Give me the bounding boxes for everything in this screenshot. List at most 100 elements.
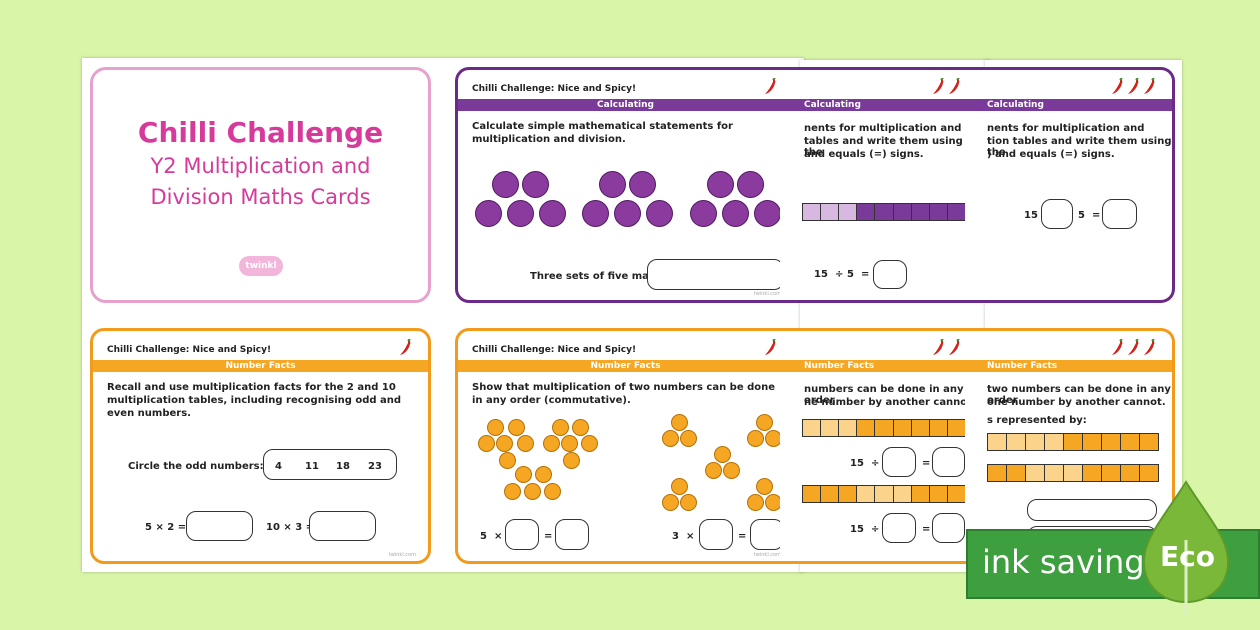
dot [508,419,525,436]
ink-saving-label: ink saving [982,543,1145,581]
chilli-icon [400,339,411,355]
answer-box[interactable] [309,511,376,541]
leaf-icon [1142,480,1230,615]
answer-box[interactable] [647,259,784,290]
dot [581,435,598,452]
cover-subtitle-line1: Y2 Multiplication and [150,154,371,178]
desc-line: one number by another cannot. [987,397,1166,408]
dot [662,494,679,511]
bar-model [987,433,1159,451]
chilli-icon [1112,78,1123,94]
equation-operator: ÷ [871,524,880,535]
answer-box[interactable] [555,519,589,550]
dot [707,171,734,198]
desc-line: two numbers can be done in any order [987,384,1171,406]
card-title: Chilli Challenge: Nice and Spicy! [107,345,272,355]
answer-box[interactable] [932,513,965,543]
desc-line: and equals (=) signs. [804,149,924,160]
chilli-icon [949,339,960,355]
answer-box[interactable] [873,260,907,289]
equation: 5 × 2 = [145,522,187,533]
answer-box[interactable] [932,447,965,477]
dot [517,435,534,452]
answer-box[interactable] [1027,499,1157,521]
chilli-icon [1144,339,1155,355]
section-band: Calculating [965,99,1172,111]
dot [515,466,532,483]
bar-model [987,464,1159,482]
dot [492,171,519,198]
desc-line: numbers can be done in any order [804,384,964,406]
dot [561,435,578,452]
equation-equals: = [861,269,870,280]
equation-operator: ÷ [835,269,844,280]
chilli-icon [933,339,944,355]
dot [714,446,731,463]
equation-equals: = [922,458,931,469]
section-band: Number Facts [93,360,428,372]
dot [754,200,781,227]
desc-line: ) and equals (=) signs. [987,149,1115,160]
chilli-icon [765,78,776,94]
equation-number: 15 [850,524,864,535]
equation-number: 5 [847,269,854,280]
number-option[interactable]: 18 [336,461,350,472]
dot [723,462,740,479]
equation-operator: × [494,531,503,542]
chilli-icon [1144,78,1155,94]
circle-prompt: Circle the odd numbers: [128,461,264,472]
answer-prompt: Three sets of five makes [530,271,669,282]
bar-model [802,485,966,503]
dot [499,452,516,469]
footer-text: twinkl.com [753,291,781,297]
dot [572,419,589,436]
answer-box[interactable] [1041,199,1073,229]
numbers-box [263,449,397,480]
dot [747,430,764,447]
dot [496,435,513,452]
chilli-icon [1128,339,1139,355]
bar-model [802,203,966,221]
number-option[interactable]: 23 [368,461,382,472]
answer-box[interactable] [882,447,916,477]
dot [487,419,504,436]
dot [478,435,495,452]
equation-number: 5 [480,531,487,542]
answer-box[interactable] [882,513,916,543]
bar-model [802,419,966,437]
dot [544,483,561,500]
chilli-icon [949,78,960,94]
cover-subtitle-line2: Division Maths Cards [150,185,371,209]
card-title: Chilli Challenge: Nice and Spicy! [472,84,637,94]
chilli-icon [1112,339,1123,355]
answer-box[interactable] [750,519,784,550]
card-number-facts-2: Chilli Challenge: Nice and Spicy! Number… [455,328,796,564]
section-band: Calculating [780,99,977,111]
dot [690,200,717,227]
equation-operator: × [686,531,695,542]
dot [563,452,580,469]
footer-text: twinkl.com [753,552,781,558]
chilli-icon [933,78,944,94]
twinkl-logo: twinkl [239,256,283,276]
card-calculating-1: Chilli Challenge: Nice and Spicy! Calcul… [455,67,796,303]
equation: 10 × 3 = [266,522,315,533]
desc-line: nents for multiplication and [804,123,962,134]
answer-box[interactable] [699,519,733,550]
cover-card: Chilli Challenge Y2 Multiplication and D… [90,67,431,303]
dot [582,200,609,227]
dot [722,200,749,227]
answer-box[interactable] [186,511,253,541]
dot [522,171,549,198]
answer-box[interactable] [1102,199,1137,229]
number-option[interactable]: 4 [275,461,282,472]
dot [552,419,569,436]
dot [671,478,688,495]
answer-box[interactable] [505,519,539,550]
card-number-facts-3: Number Facts numbers can be done in any … [780,328,980,564]
desc-line: nents for multiplication and [987,123,1145,134]
dot [756,478,773,495]
number-option[interactable]: 11 [305,461,319,472]
equation-equals: = [738,531,747,542]
dot [475,200,502,227]
